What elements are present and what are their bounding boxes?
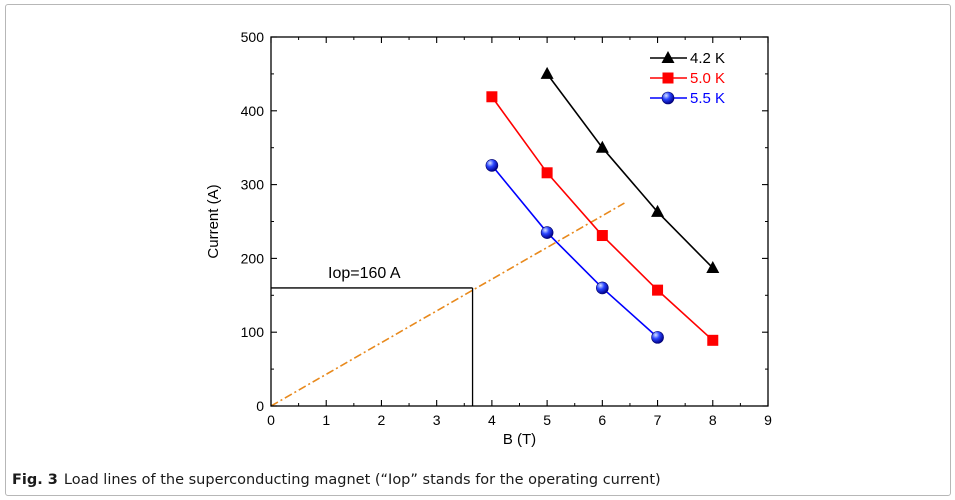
- load-line: [270, 202, 625, 407]
- y-tick-label: 300: [241, 177, 265, 193]
- series-line-5-5-k: [491, 164, 659, 338]
- legend-label-4-2-k: 4.2 K: [690, 50, 725, 67]
- data-point-5-0-k: [707, 334, 719, 346]
- y-tick-label: 200: [241, 250, 265, 266]
- legend-marker-5-5-k: [661, 91, 675, 105]
- load-line-chart: 0 1 2 3 4 5 6 7 8 9 0 100 200 300 400 500 4.2 K 5.0 K 5.5…: [205, 29, 772, 448]
- legend-marker-4-2-k: [661, 51, 675, 63]
- y-tick-label: 0: [256, 398, 264, 414]
- x-tick-label: 7: [654, 412, 662, 428]
- x-tick-label: 5: [543, 412, 551, 428]
- legend-label-5-0-k: 5.0 K: [690, 70, 725, 87]
- legend: 4.2 K 5.0 K 5.5 K: [650, 50, 725, 107]
- legend-label-5-5-k: 5.5 K: [690, 90, 725, 107]
- axes: 0 1 2 3 4 5 6 7 8 9 0 100 200 300 400 500: [241, 29, 772, 428]
- data-point-5-5-k: [540, 226, 554, 239]
- y-axis-label: Current (A): [205, 184, 222, 258]
- data-point-5-5-k: [485, 159, 499, 172]
- data-point-5-5-k: [651, 331, 664, 344]
- data-point-5-0-k: [541, 167, 553, 179]
- plot-area: [270, 66, 720, 407]
- data-point-4-2-k: [540, 66, 554, 79]
- data-point-4-2-k: [595, 140, 609, 153]
- legend-marker-5-0-k: [662, 72, 674, 84]
- x-axis-label: B (T): [503, 431, 536, 448]
- x-tick-label: 0: [267, 412, 275, 428]
- x-tick-label: 2: [378, 412, 386, 428]
- series-line-5-0-k: [491, 96, 714, 341]
- x-tick-label: 8: [709, 412, 717, 428]
- data-point-4-2-k: [651, 204, 665, 217]
- figure-frame: [5, 4, 951, 496]
- caption-text: Load lines of the superconducting magnet…: [63, 472, 661, 488]
- figure-caption: Fig. 3 Load lines of the superconducting …: [12, 472, 661, 488]
- x-tick-label: 4: [488, 412, 496, 428]
- y-tick-label: 400: [241, 103, 265, 119]
- data-point-5-0-k: [652, 284, 664, 296]
- x-tick-label: 1: [322, 412, 330, 428]
- data-point-5-5-k: [596, 281, 609, 295]
- x-tick-label: 9: [764, 412, 772, 428]
- x-tick-label: 3: [433, 412, 441, 428]
- series-line-4-2-k: [546, 73, 714, 269]
- y-tick-label: 100: [241, 324, 265, 340]
- data-point-4-2-k: [706, 260, 720, 273]
- y-tick-label: 500: [241, 29, 265, 45]
- iop-annotation: Iop=160 A: [328, 265, 401, 282]
- data-point-5-0-k: [596, 230, 608, 242]
- x-tick-label: 6: [598, 412, 606, 428]
- data-point-5-0-k: [486, 91, 498, 103]
- caption-label: Fig. 3: [12, 472, 58, 488]
